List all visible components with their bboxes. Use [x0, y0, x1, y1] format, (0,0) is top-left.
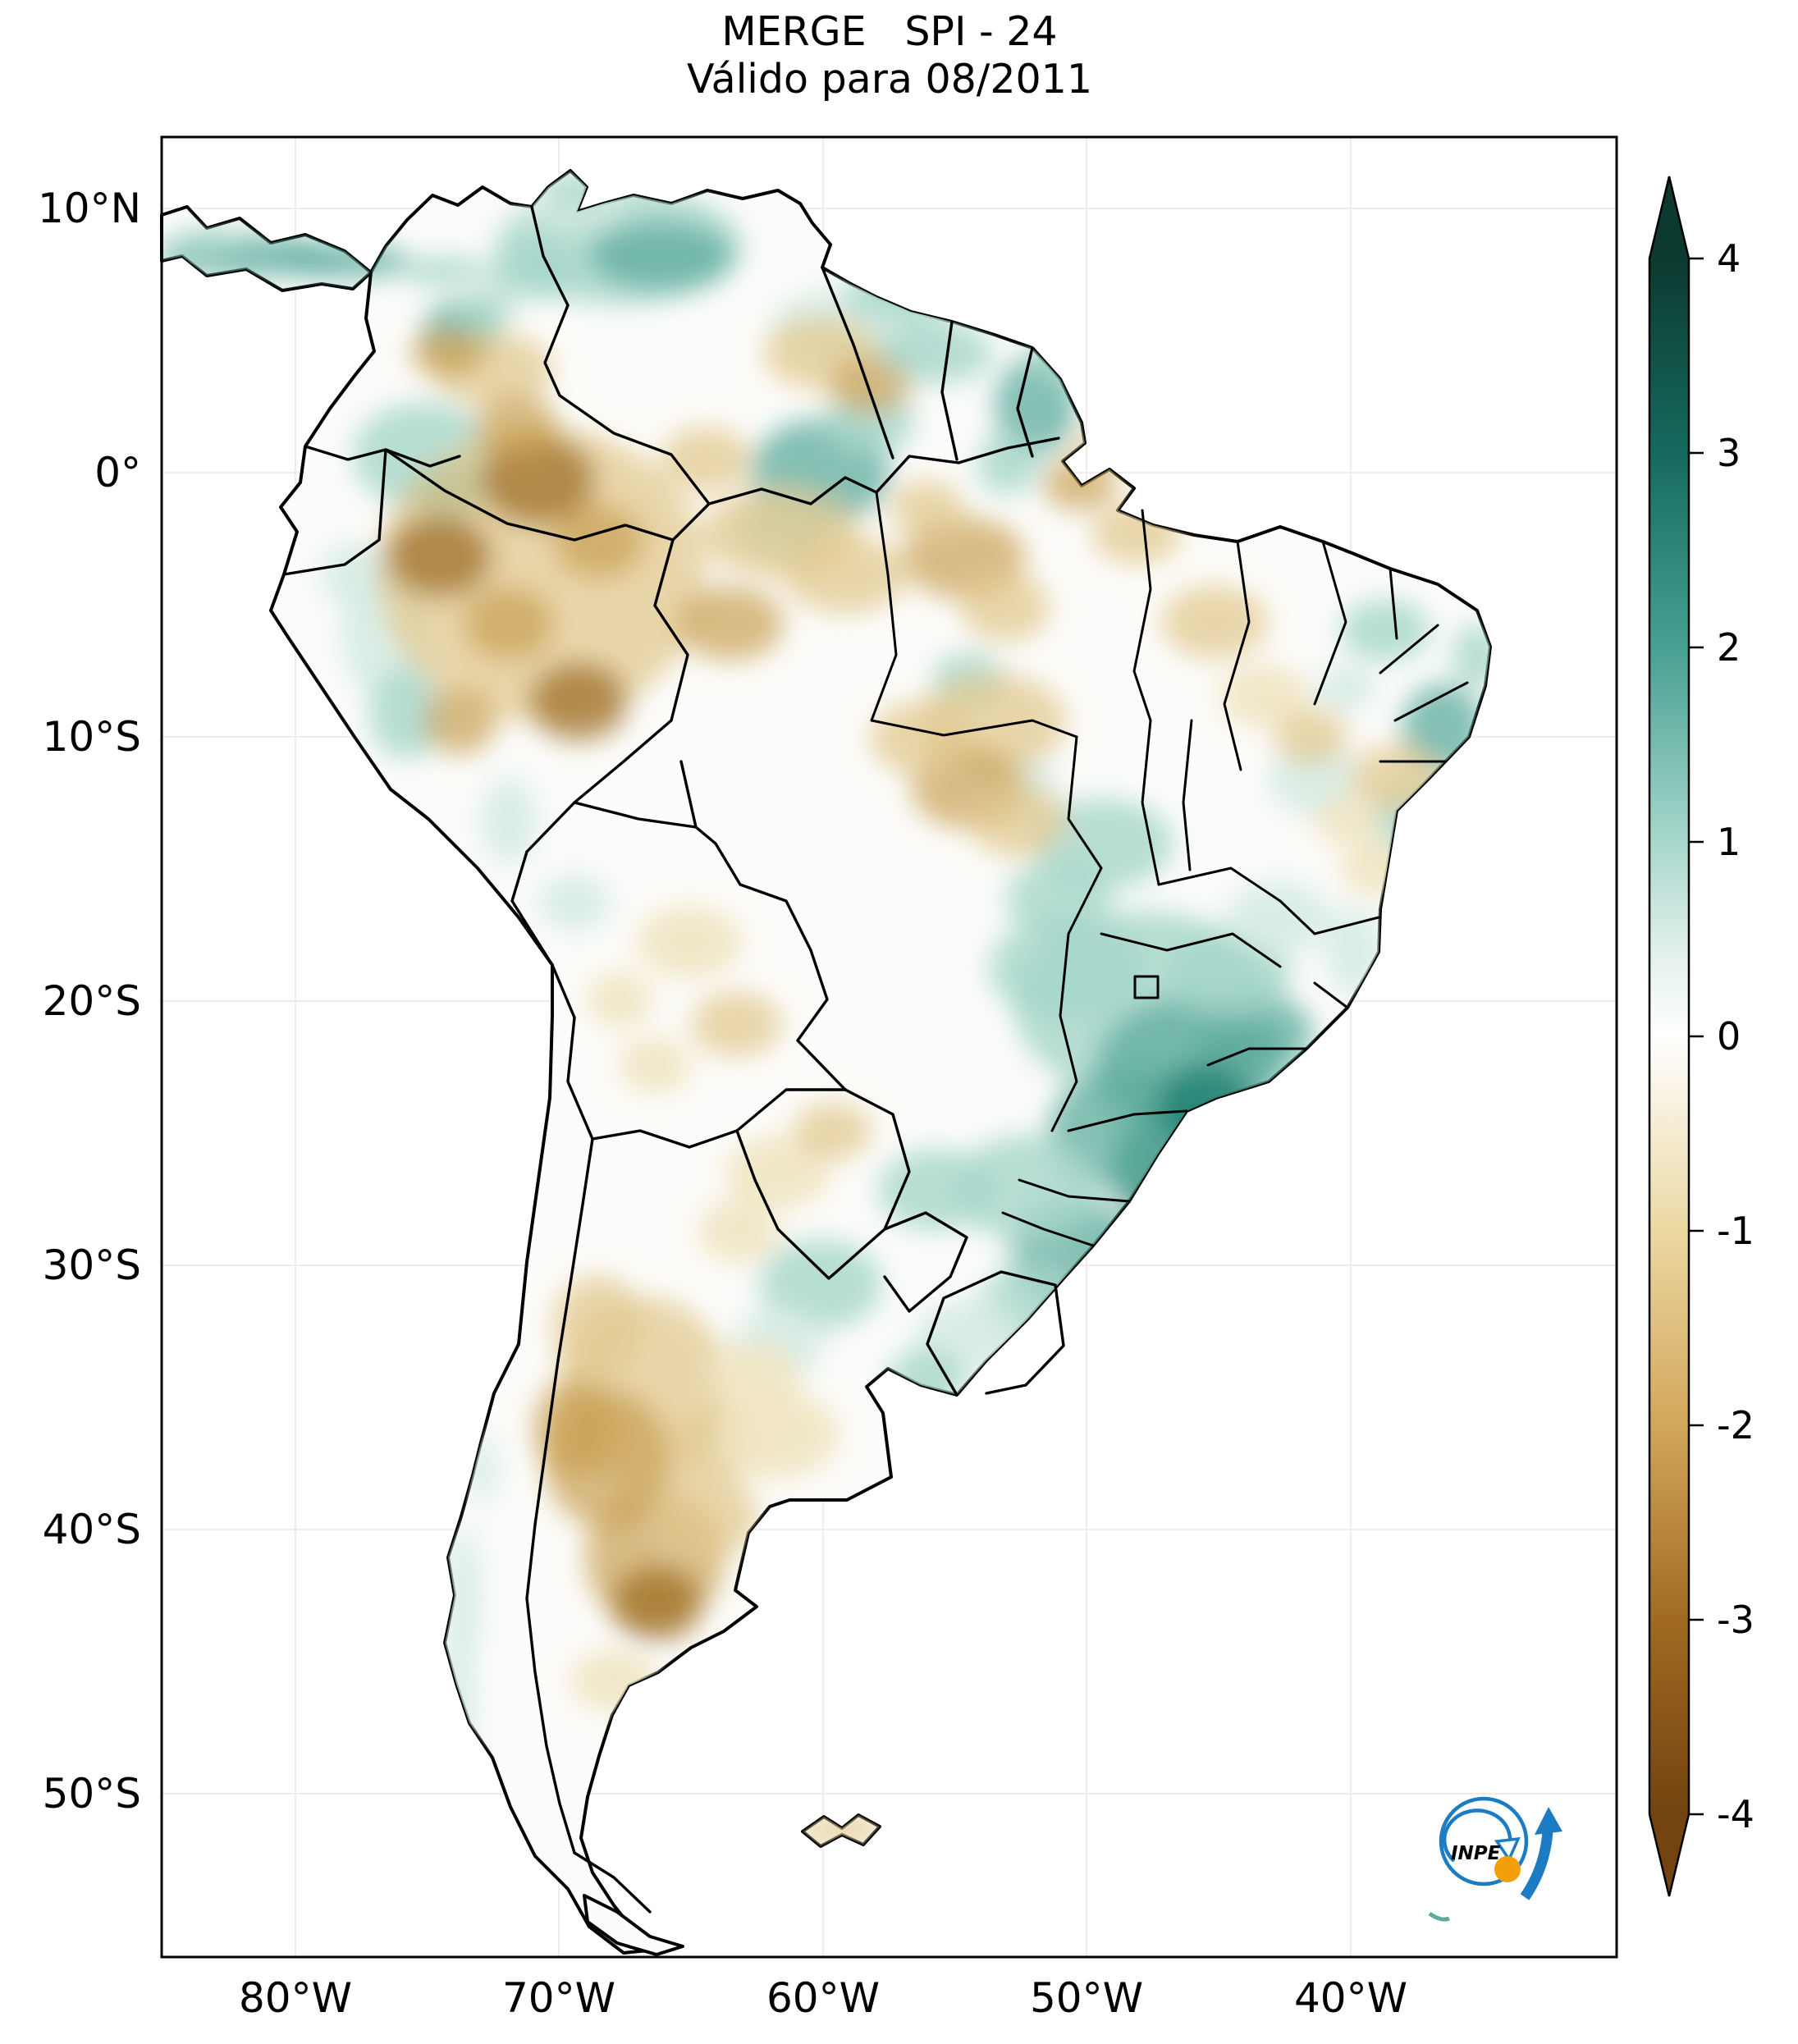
colorbar-tick-label: 3	[1717, 431, 1741, 475]
inpe-logo-text: INPE	[1451, 1843, 1501, 1864]
longitude-tick-labels: 80°W 70°W 60°W 50°W 40°W	[239, 1974, 1407, 2022]
lon-tick-label: 70°W	[502, 1974, 615, 2022]
inpe-logo-spiral	[1442, 1809, 1512, 1863]
lat-tick-label: 20°S	[43, 977, 141, 1025]
south-georgia-island	[1428, 1911, 1450, 1922]
colorbar: 4 3 2 1 0 -1 -2 -3 -4	[1648, 176, 1755, 1897]
colorbar-tick-label: -4	[1717, 1792, 1755, 1836]
colorbar-tick-label: -2	[1717, 1403, 1755, 1447]
colorbar-tick-labels: 4 3 2 1 0 -1 -2 -3 -4	[1717, 236, 1755, 1836]
spi-anomaly-field	[162, 172, 1490, 1846]
lon-tick-label: 80°W	[239, 1974, 352, 2022]
inpe-logo: INPE	[1439, 1796, 1562, 1900]
lon-tick-label: 50°W	[1030, 1974, 1143, 2022]
inpe-logo-swoosh	[1520, 1831, 1553, 1900]
inpe-logo-spiral-arrowhead-icon	[1494, 1836, 1521, 1863]
tierra-del-fuego-outline	[583, 1894, 684, 1956]
map-title: MERGE SPI - 24	[721, 8, 1057, 55]
lat-tick-label: 30°S	[43, 1241, 141, 1289]
colorbar-tick-label: -1	[1717, 1209, 1755, 1253]
lon-tick-label: 40°W	[1294, 1974, 1407, 2022]
colorbar-tick-label: 4	[1717, 236, 1741, 281]
colorbar-tick-label: 2	[1717, 625, 1741, 670]
country-borders	[282, 205, 1065, 1914]
lon-tick-label: 60°W	[766, 1974, 880, 2022]
brazil-state-borders	[870, 491, 1469, 1247]
lat-tick-label: 0°	[94, 449, 141, 496]
colorbar-tick-label: 1	[1717, 820, 1741, 864]
colorbar-tick-label: 0	[1717, 1014, 1741, 1059]
inpe-logo-orange-dot	[1494, 1856, 1521, 1882]
lat-tick-label: 50°S	[43, 1770, 141, 1818]
colorbar-tick-label: -3	[1717, 1598, 1755, 1642]
lat-tick-label: 10°N	[38, 185, 141, 232]
inpe-logo-up-arrow-icon	[1535, 1807, 1562, 1835]
lat-tick-label: 10°S	[43, 713, 141, 761]
inpe-logo-circle	[1439, 1796, 1529, 1886]
colorbar-gradient-bar	[1648, 176, 1690, 1897]
colorbar-ticks	[1689, 257, 1704, 1816]
map-frame	[160, 135, 1618, 1959]
map-subtitle: Válido para 08/2011	[687, 56, 1092, 103]
lat-tick-label: 40°S	[43, 1506, 141, 1553]
latitude-tick-labels: 10°N 0° 10°S 20°S 30°S 40°S 50°S	[38, 185, 141, 1818]
